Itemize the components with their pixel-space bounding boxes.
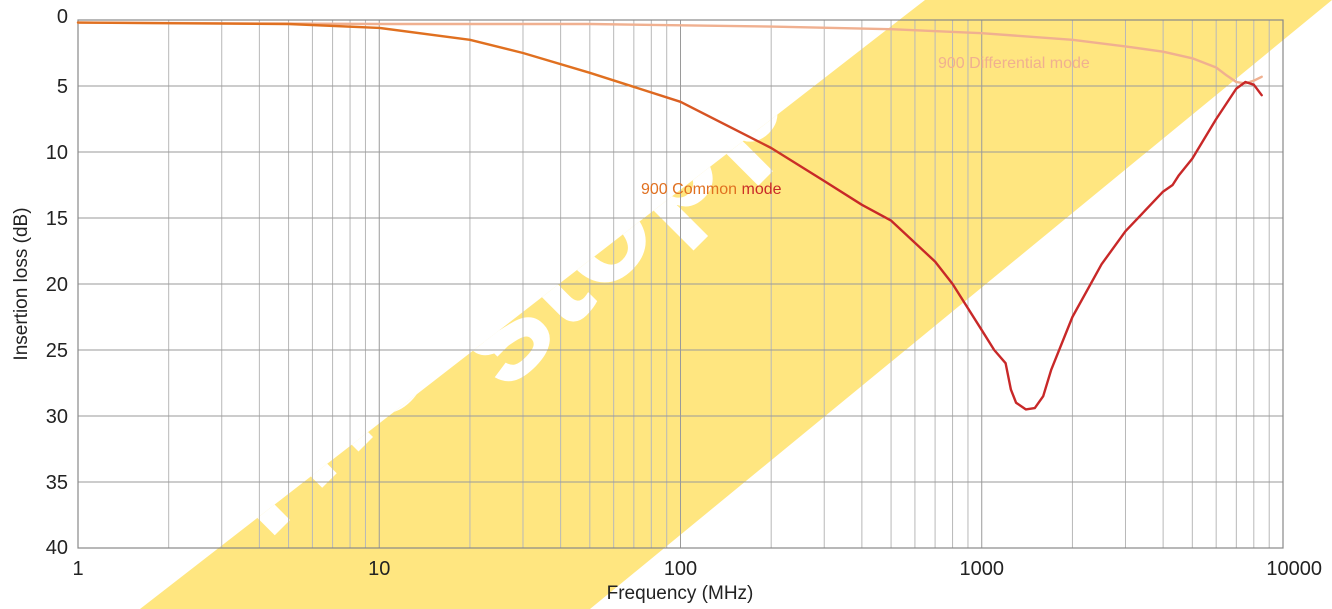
series-lines bbox=[76, 21, 1263, 411]
y-tick-label: 15 bbox=[46, 208, 68, 230]
x-tick-label: 100 bbox=[664, 558, 697, 580]
y-tick-label: 40 bbox=[46, 537, 68, 559]
series-line-common bbox=[76, 21, 1263, 411]
x-axis-title: Frequency (MHz) bbox=[607, 583, 754, 604]
watermark: The products w stopped bbox=[140, 0, 1332, 609]
y-tick-label: 20 bbox=[46, 274, 68, 296]
y-axis-title: Insertion loss (dB) bbox=[11, 207, 32, 360]
x-tick-label: 10 bbox=[368, 558, 390, 580]
series-label-common: 900 Common mode bbox=[641, 181, 782, 198]
y-tick-label: 25 bbox=[46, 340, 68, 362]
series-line-differential bbox=[76, 21, 1263, 85]
y-tick-label: 5 bbox=[57, 76, 68, 98]
plot-frame bbox=[77, 19, 1284, 549]
x-tick-label: 1000 bbox=[960, 558, 1005, 580]
y-tick-label: 10 bbox=[46, 142, 68, 164]
grid bbox=[78, 20, 1283, 548]
x-tick-label: 10000 bbox=[1266, 558, 1322, 580]
y-tick-labels: 0 5 10 15 20 25 30 35 40 bbox=[46, 6, 68, 559]
y-tick-label: 30 bbox=[46, 406, 68, 428]
x-tick-label: 1 bbox=[72, 558, 83, 580]
series-label-differential: 900 Differential mode bbox=[938, 55, 1090, 72]
y-tick-label: 0 bbox=[57, 6, 68, 28]
y-tick-label: 35 bbox=[46, 472, 68, 494]
x-tick-labels: 1 10 100 1000 10000 bbox=[72, 558, 1322, 580]
